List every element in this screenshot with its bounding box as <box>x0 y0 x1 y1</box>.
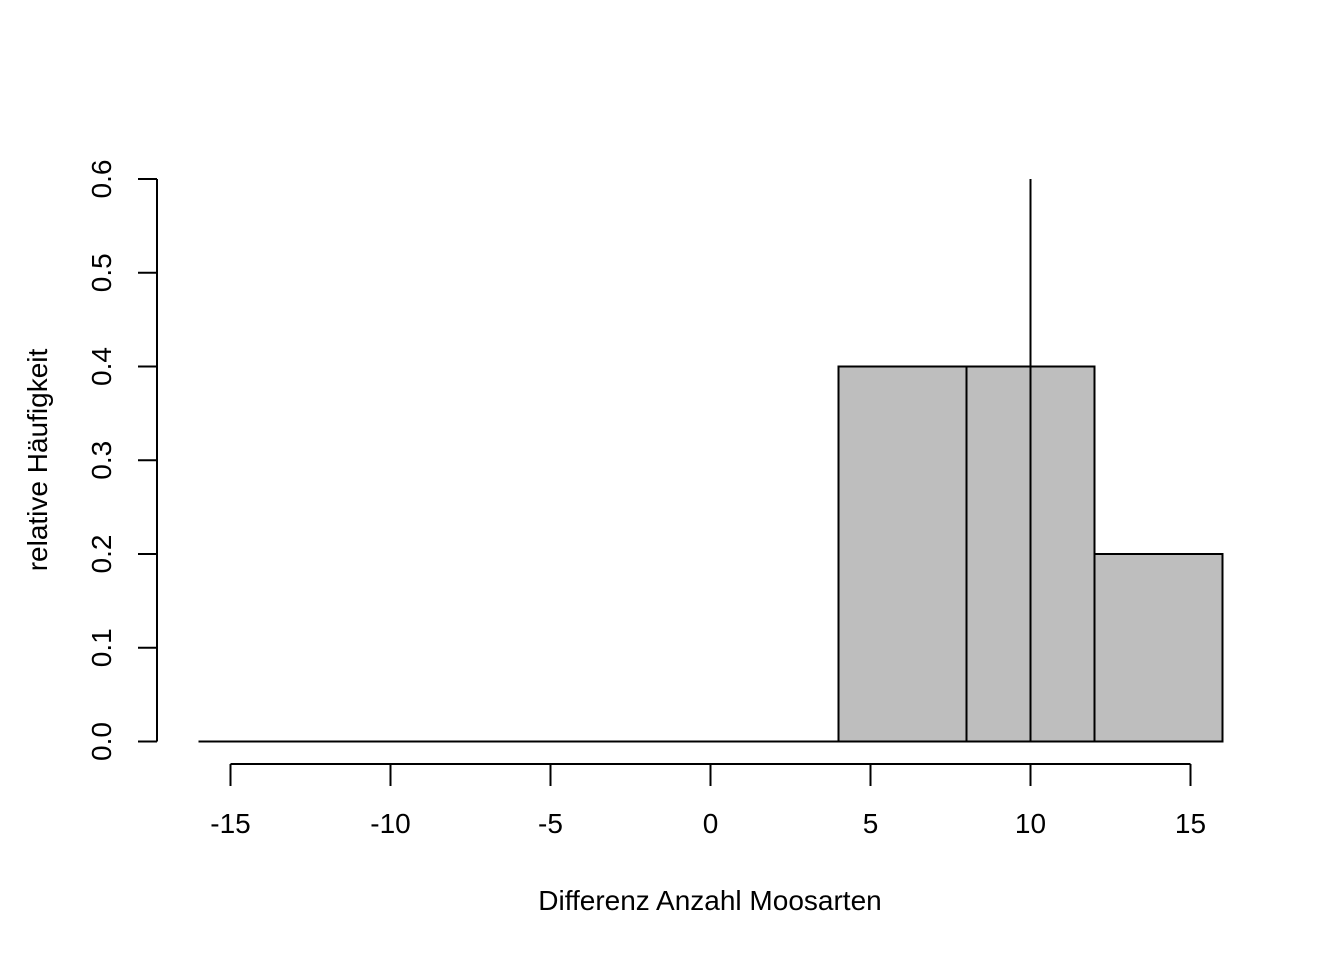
y-tick-label: 0.2 <box>86 535 117 574</box>
x-tick-label: 10 <box>1015 808 1046 839</box>
y-tick-label: 0.4 <box>86 347 117 386</box>
y-axis-title: relative Häufigkeit <box>22 349 53 572</box>
x-tick-label: 5 <box>863 808 879 839</box>
x-tick-label: 15 <box>1175 808 1206 839</box>
y-axis: 0.0 0.1 0.2 0.3 0.4 0.5 0.6 <box>86 160 158 761</box>
x-tick-label: -15 <box>210 808 250 839</box>
y-tick-label: 0.5 <box>86 253 117 292</box>
histogram-bar-7 <box>1093 553 1224 743</box>
x-axis-title: Differenz Anzahl Moosarten <box>538 885 881 916</box>
x-tick-label: 0 <box>703 808 719 839</box>
histogram-bar-5 <box>837 365 968 743</box>
y-tick-label: 0.6 <box>86 160 117 199</box>
x-tick-label: -10 <box>370 808 410 839</box>
x-tick-label: -5 <box>538 808 563 839</box>
y-tick-label: 0.1 <box>86 628 117 667</box>
y-tick-label: 0.0 <box>86 722 117 761</box>
x-axis: -15 -10 -5 0 5 10 15 <box>210 763 1206 839</box>
histogram-bars <box>198 365 1224 743</box>
y-tick-label: 0.3 <box>86 441 117 480</box>
